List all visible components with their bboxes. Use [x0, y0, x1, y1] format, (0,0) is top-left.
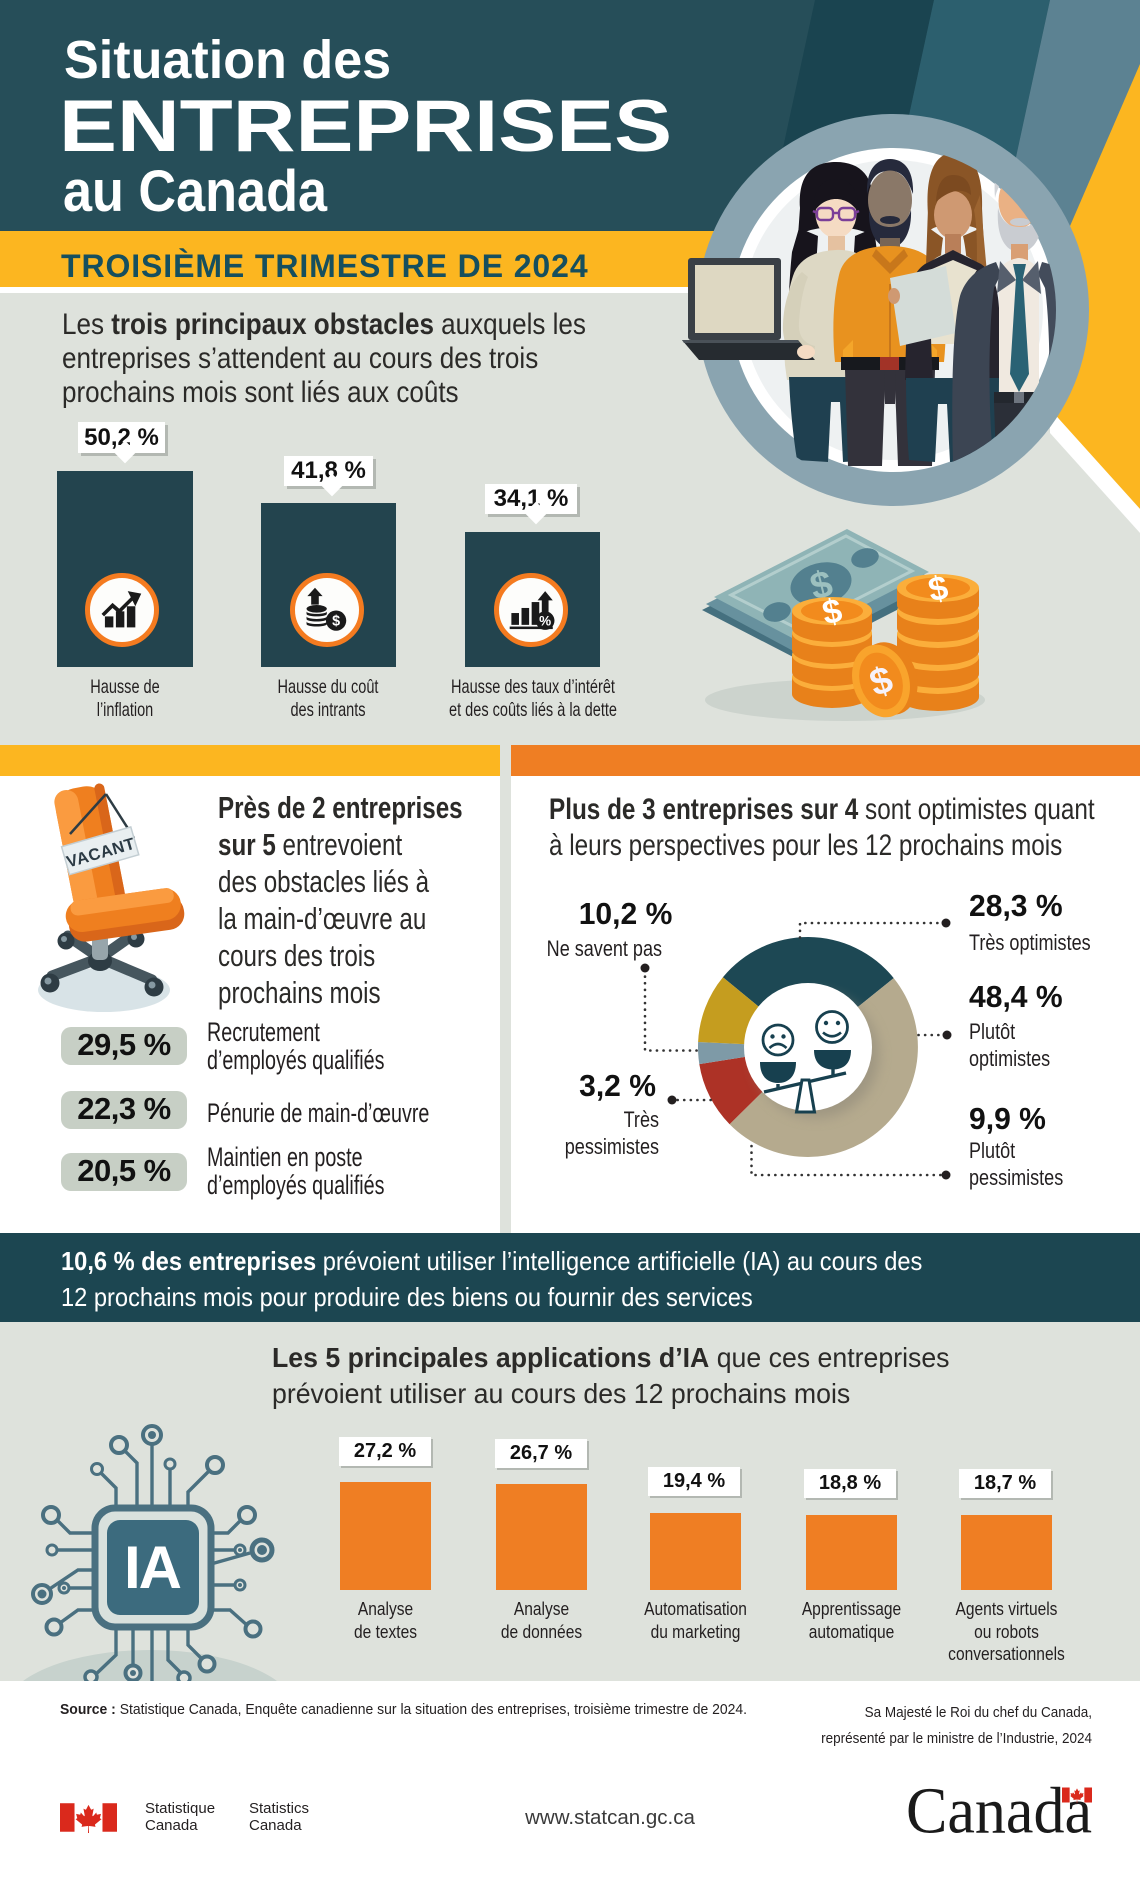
svg-text:%: % [539, 614, 551, 629]
svg-text:Canada: Canada [906, 1785, 1092, 1845]
svg-text:$: $ [332, 614, 340, 630]
svg-text:IA: IA [124, 1534, 181, 1601]
